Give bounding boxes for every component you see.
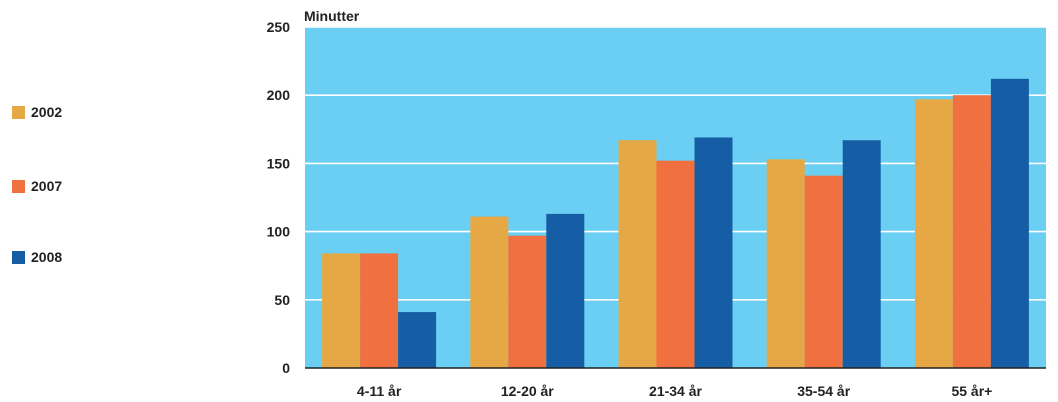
bar-2008-0 (398, 312, 437, 368)
y-tick-label-0: 0 (282, 360, 290, 376)
legend-item-2007: 2007 (12, 178, 62, 194)
x-category-label-0: 4-11 år (357, 383, 402, 399)
bar-2002-3 (766, 159, 805, 368)
legend-item-2008: 2008 (12, 249, 62, 265)
legend-label-2007: 2007 (31, 178, 63, 194)
bar-2002-4 (914, 99, 953, 369)
x-category-labels: 4-11 år 12-20 år 21-34 år 35-54 år 55 år+ (357, 383, 992, 399)
y-tick-label-100: 100 (267, 224, 291, 240)
legend-swatch-2007 (12, 179, 25, 193)
legend-swatch-2002 (12, 105, 25, 119)
bar-2002-1 (470, 216, 509, 368)
bar-2008-1 (546, 213, 585, 368)
y-tick-label-50: 50 (274, 292, 290, 308)
y-tick-labels: 0 50 100 150 200 250 (267, 19, 291, 376)
bar-2007-1 (508, 235, 547, 368)
bar-2002-2 (618, 140, 657, 368)
bar-2007-4 (952, 95, 991, 368)
bar-2007-0 (360, 253, 399, 368)
x-category-label-4: 55 år+ (951, 383, 992, 399)
x-category-label-1: 12-20 år (501, 383, 554, 399)
y-tick-label-200: 200 (267, 87, 291, 103)
bar-2008-4 (990, 78, 1029, 368)
bar-2002-0 (322, 253, 361, 368)
bar-2007-3 (804, 175, 843, 368)
y-tick-label-150: 150 (267, 155, 291, 171)
x-category-label-3: 35-54 år (797, 383, 850, 399)
bars (322, 78, 1029, 369)
legend-swatch-2008 (12, 250, 25, 264)
legend-label-2002: 2002 (31, 104, 63, 120)
x-category-label-2: 21-34 år (649, 383, 702, 399)
y-axis-unit-label: Minutter (304, 8, 360, 24)
bar-2008-2 (694, 137, 733, 368)
legend-label-2008: 2008 (31, 249, 63, 265)
bar-2007-2 (656, 160, 695, 368)
bar-2008-3 (842, 140, 881, 368)
y-tick-label-250: 250 (267, 19, 291, 35)
legend-item-2002: 2002 (12, 104, 62, 120)
